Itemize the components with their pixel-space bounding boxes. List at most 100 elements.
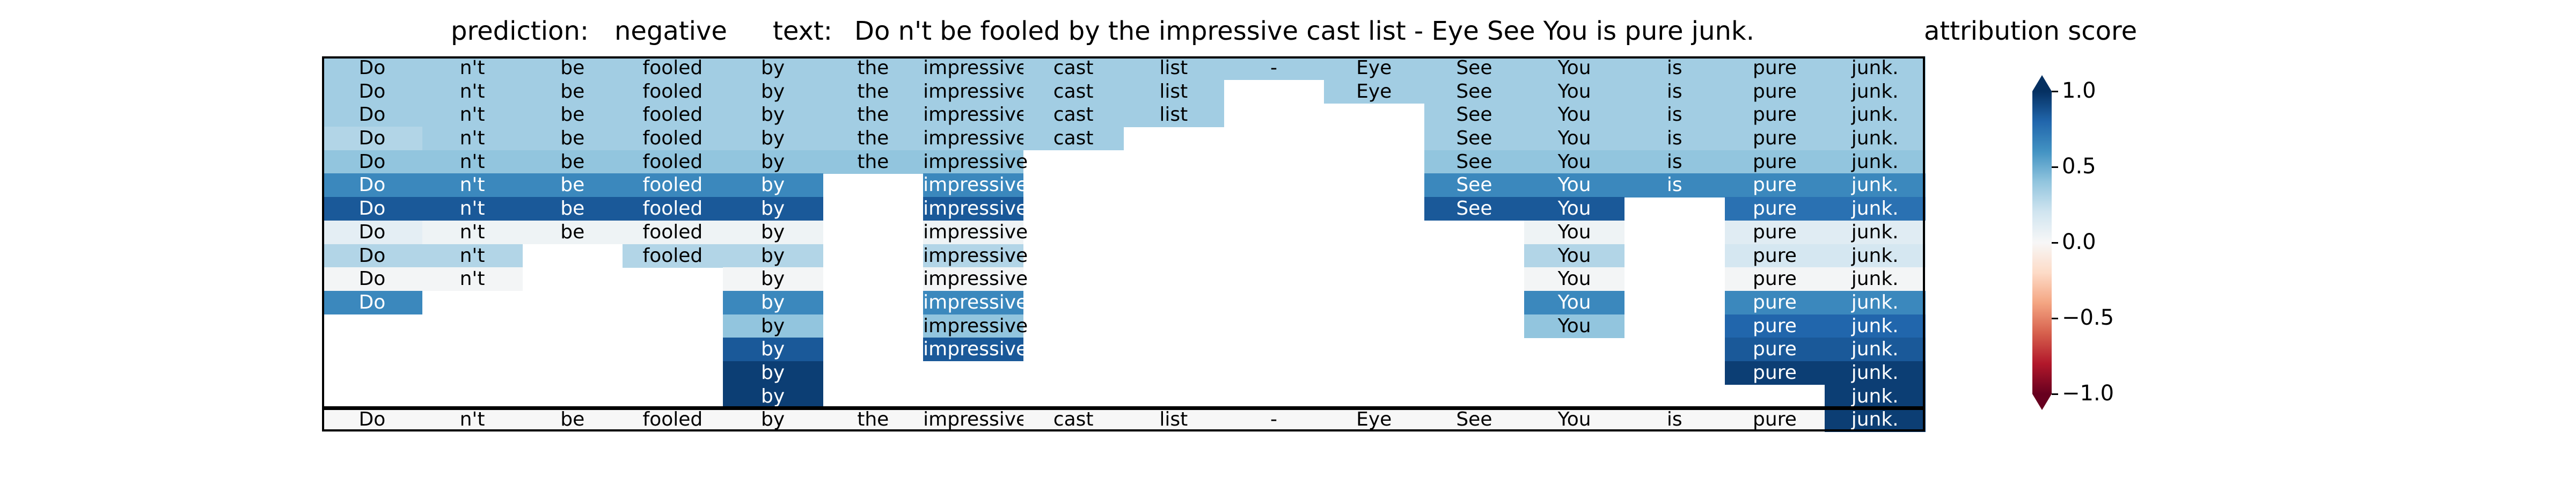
colorbar-tick-mark [2052,91,2058,92]
token-label: junk. [1851,221,1899,243]
heatmap-cell [1023,56,1124,80]
token-label: fooled [642,80,703,103]
heatmap-cell [1424,173,1525,197]
heatmap-cell [722,79,823,104]
heatmap-cell [1424,150,1525,174]
heatmap-cell [1724,173,1825,197]
heatmap-cell [623,244,723,268]
token-label: be [560,150,585,173]
heatmap-cell [722,173,823,197]
token-label: by [761,268,785,290]
heatmap-cell [623,79,723,104]
heatmap-cell [322,127,423,151]
heatmap-cell [1424,103,1525,127]
heatmap-cell [1724,408,1825,432]
heatmap-cell [522,408,623,432]
heatmap-cell [623,150,723,174]
token-label: list [1159,104,1188,126]
token-label: impressive [923,150,1028,173]
heatmap-cell [823,103,924,127]
token-label: is [1666,150,1682,173]
heatmap-cell [1825,150,1926,174]
token-label: be [560,127,585,150]
token-label: is [1666,80,1682,103]
token-label: Do [358,127,386,150]
heatmap-cell [1524,103,1625,127]
token-label: You [1557,197,1591,220]
token-label: junk. [1851,314,1899,337]
heatmap-cell [422,408,523,432]
heatmap-cell [322,408,423,432]
heatmap-cell [1524,290,1625,315]
token-label: impressive [923,57,1028,79]
token-label: list [1159,80,1188,103]
heatmap-cell [1524,408,1625,432]
token-label: cast [1053,104,1094,126]
heatmap-cell [1224,408,1324,432]
token-label: be [560,221,585,243]
heatmap-cell [1724,56,1825,80]
heatmap-cell [823,56,924,80]
heatmap-cell [722,150,823,174]
token-label: by [761,314,785,337]
heatmap-cell [1724,290,1825,315]
heatmap-cell [722,127,823,151]
heatmap-cell [422,103,523,127]
heatmap-cell [1825,220,1926,244]
heatmap-cell [1825,103,1926,127]
heatmap-cell [823,127,924,151]
heatmap-cell [1624,127,1725,151]
token-label: pure [1753,174,1797,196]
token-label: by [761,291,785,313]
heatmap-cell [722,220,823,244]
heatmap-cell [1724,314,1825,338]
heatmap-cell [823,408,924,432]
token-label: impressive [923,104,1028,126]
token-label: junk. [1851,127,1899,150]
token-label: the [857,408,889,431]
token-label: pure [1753,57,1797,79]
heatmap-cell [322,173,423,197]
prediction-label: prediction: [451,16,589,46]
heatmap-cell [722,244,823,268]
heatmap-cell [1224,56,1324,80]
token-label: impressive [923,408,1028,431]
heatmap-cell [1524,197,1625,221]
heatmap-cell [1524,267,1625,291]
token-label: the [857,104,889,126]
heatmap-cell [322,290,423,315]
heatmap-cell [1023,408,1124,432]
token-label: n't [459,408,485,431]
heatmap-cell [322,220,423,244]
token-label: You [1557,104,1591,126]
token-label: Do [358,80,386,103]
token-label: impressive [923,314,1028,337]
token-label: pure [1753,150,1797,173]
heatmap-cell [1323,79,1425,104]
token-label: pure [1753,408,1797,431]
heatmap-cell [722,361,823,385]
token-label: pure [1753,291,1797,313]
heatmap-cell [1825,361,1926,385]
heatmap-cell [322,56,423,80]
token-label: by [761,197,785,220]
heatmap-cell [722,103,823,127]
heatmap-cell [1524,314,1625,338]
colorbar-tick-label: 0.0 [2062,230,2096,254]
token-label: junk. [1851,291,1899,313]
token-label: See [1456,408,1492,431]
token-label: by [761,244,785,267]
token-label: n't [459,104,485,126]
colorbar-bottom-arrow [2032,394,2052,410]
heatmap-cell [322,150,423,174]
token-label: be [560,80,585,103]
heatmap-cell [1123,56,1224,80]
token-label: n't [459,127,485,150]
token-label: by [761,221,785,243]
colorbar-tick-label: 1.0 [2062,78,2096,103]
token-label: fooled [642,221,703,243]
token-label: fooled [642,104,703,126]
token-label: n't [459,268,485,290]
heatmap-cell [522,173,623,197]
token-label: Do [358,268,386,290]
